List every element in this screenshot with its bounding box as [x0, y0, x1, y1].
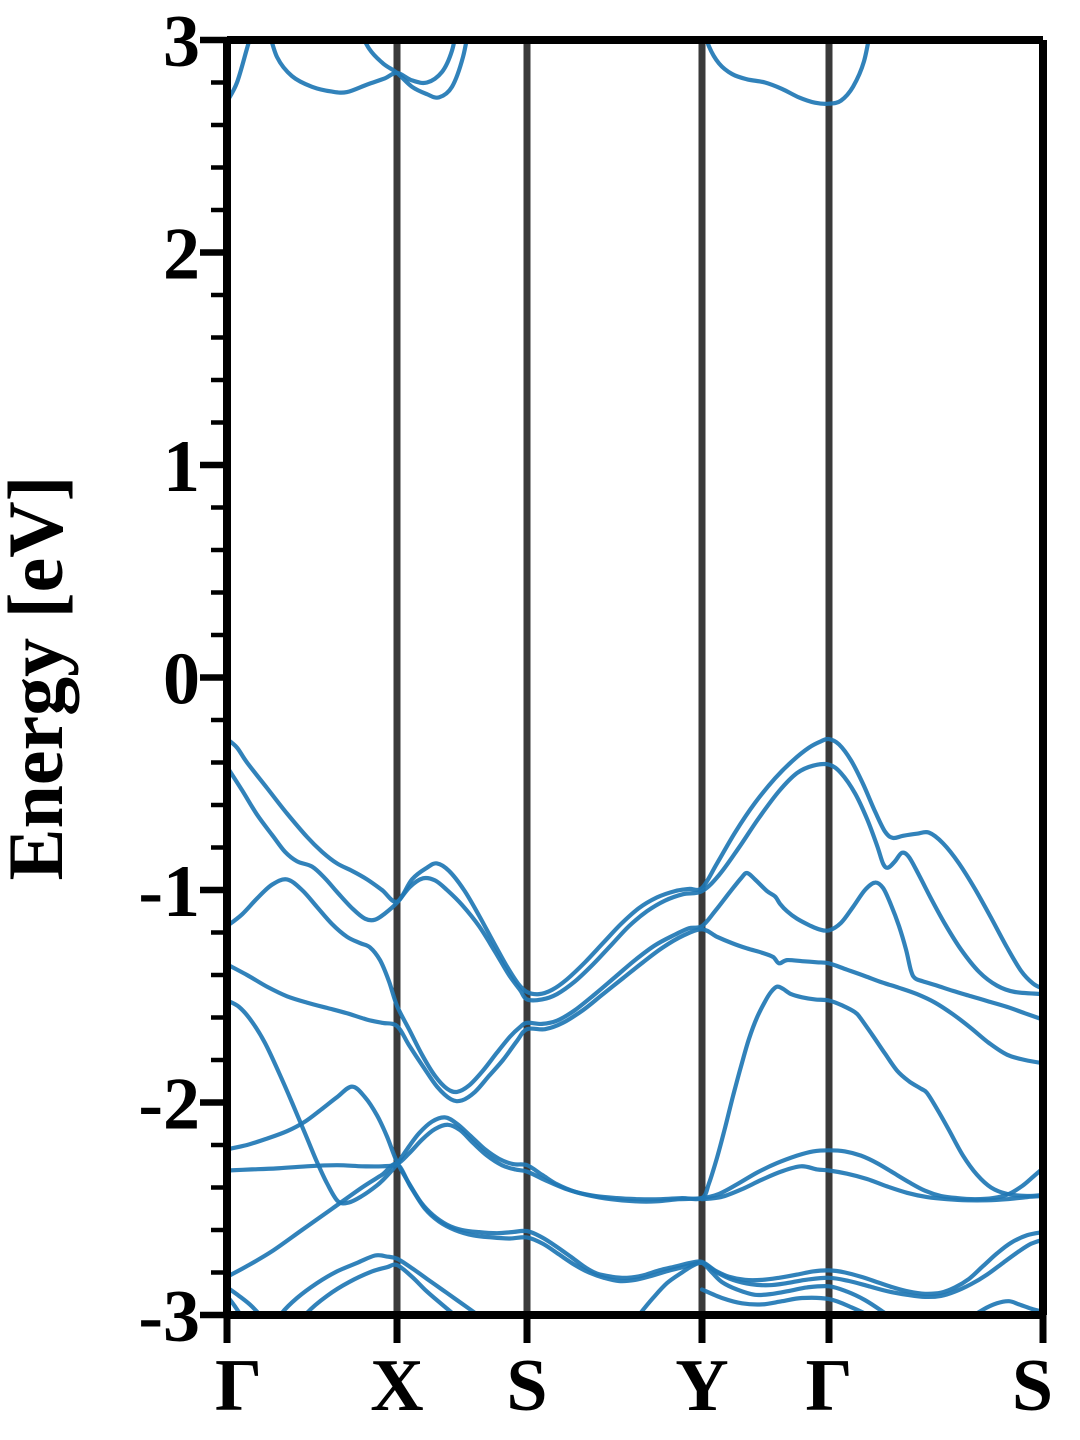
x-tick-label-0-Γ: Γ: [215, 1345, 262, 1427]
band-valence-10: [277, 1253, 482, 1315]
band-valence-11: [302, 1262, 458, 1315]
band-conduction-1: [227, 40, 457, 104]
band-valence-9: [227, 1285, 263, 1315]
y-axis-ticks: [200, 36, 227, 1319]
y-tick-label-1: 1: [163, 426, 200, 508]
y-tick-label--3: -3: [138, 1276, 200, 1358]
band-valence-7: [227, 1122, 1043, 1204]
band-valence-13: [636, 1260, 892, 1315]
x-tick-label-2-S: S: [506, 1345, 547, 1427]
x-axis-ticks: [223, 1315, 1047, 1343]
band-valence-2: [227, 761, 1043, 1003]
bands-layer: [227, 40, 1043, 1315]
band-valence-5: [227, 984, 1043, 1206]
x-tick-label-5-S: S: [1012, 1345, 1053, 1427]
axes-spines: [223, 36, 1047, 1319]
band-conduction-2: [361, 40, 469, 100]
band-valence-14: [699, 1164, 1043, 1203]
band-valence-1: [227, 736, 1043, 997]
band-valence-3: [227, 870, 1043, 1095]
y-tick-label--1: -1: [138, 851, 200, 933]
band-valence-8: [227, 1161, 1043, 1300]
x-tick-label-1-X: X: [370, 1345, 423, 1427]
y-axis-title: Energy [eV]: [0, 475, 79, 880]
y-tick-label-3: 3: [163, 1, 200, 83]
y-tick-label-0: 0: [163, 639, 200, 721]
y-tick-label--2: -2: [138, 1064, 200, 1146]
band-conduction-3: [704, 40, 871, 106]
band-valence-16: [970, 1299, 1043, 1315]
kpoint-gridlines: [393, 40, 833, 1315]
band-valence-6: [227, 1084, 1043, 1296]
y-tick-label-2: 2: [163, 214, 200, 296]
band-valence-4: [227, 927, 1043, 1104]
x-tick-label-4-Γ: Γ: [805, 1345, 852, 1427]
x-tick-label-3-Y: Y: [675, 1345, 728, 1427]
y-axis-tick-labels: 3 2 1 0 -1 -2 -3: [138, 1, 200, 1358]
